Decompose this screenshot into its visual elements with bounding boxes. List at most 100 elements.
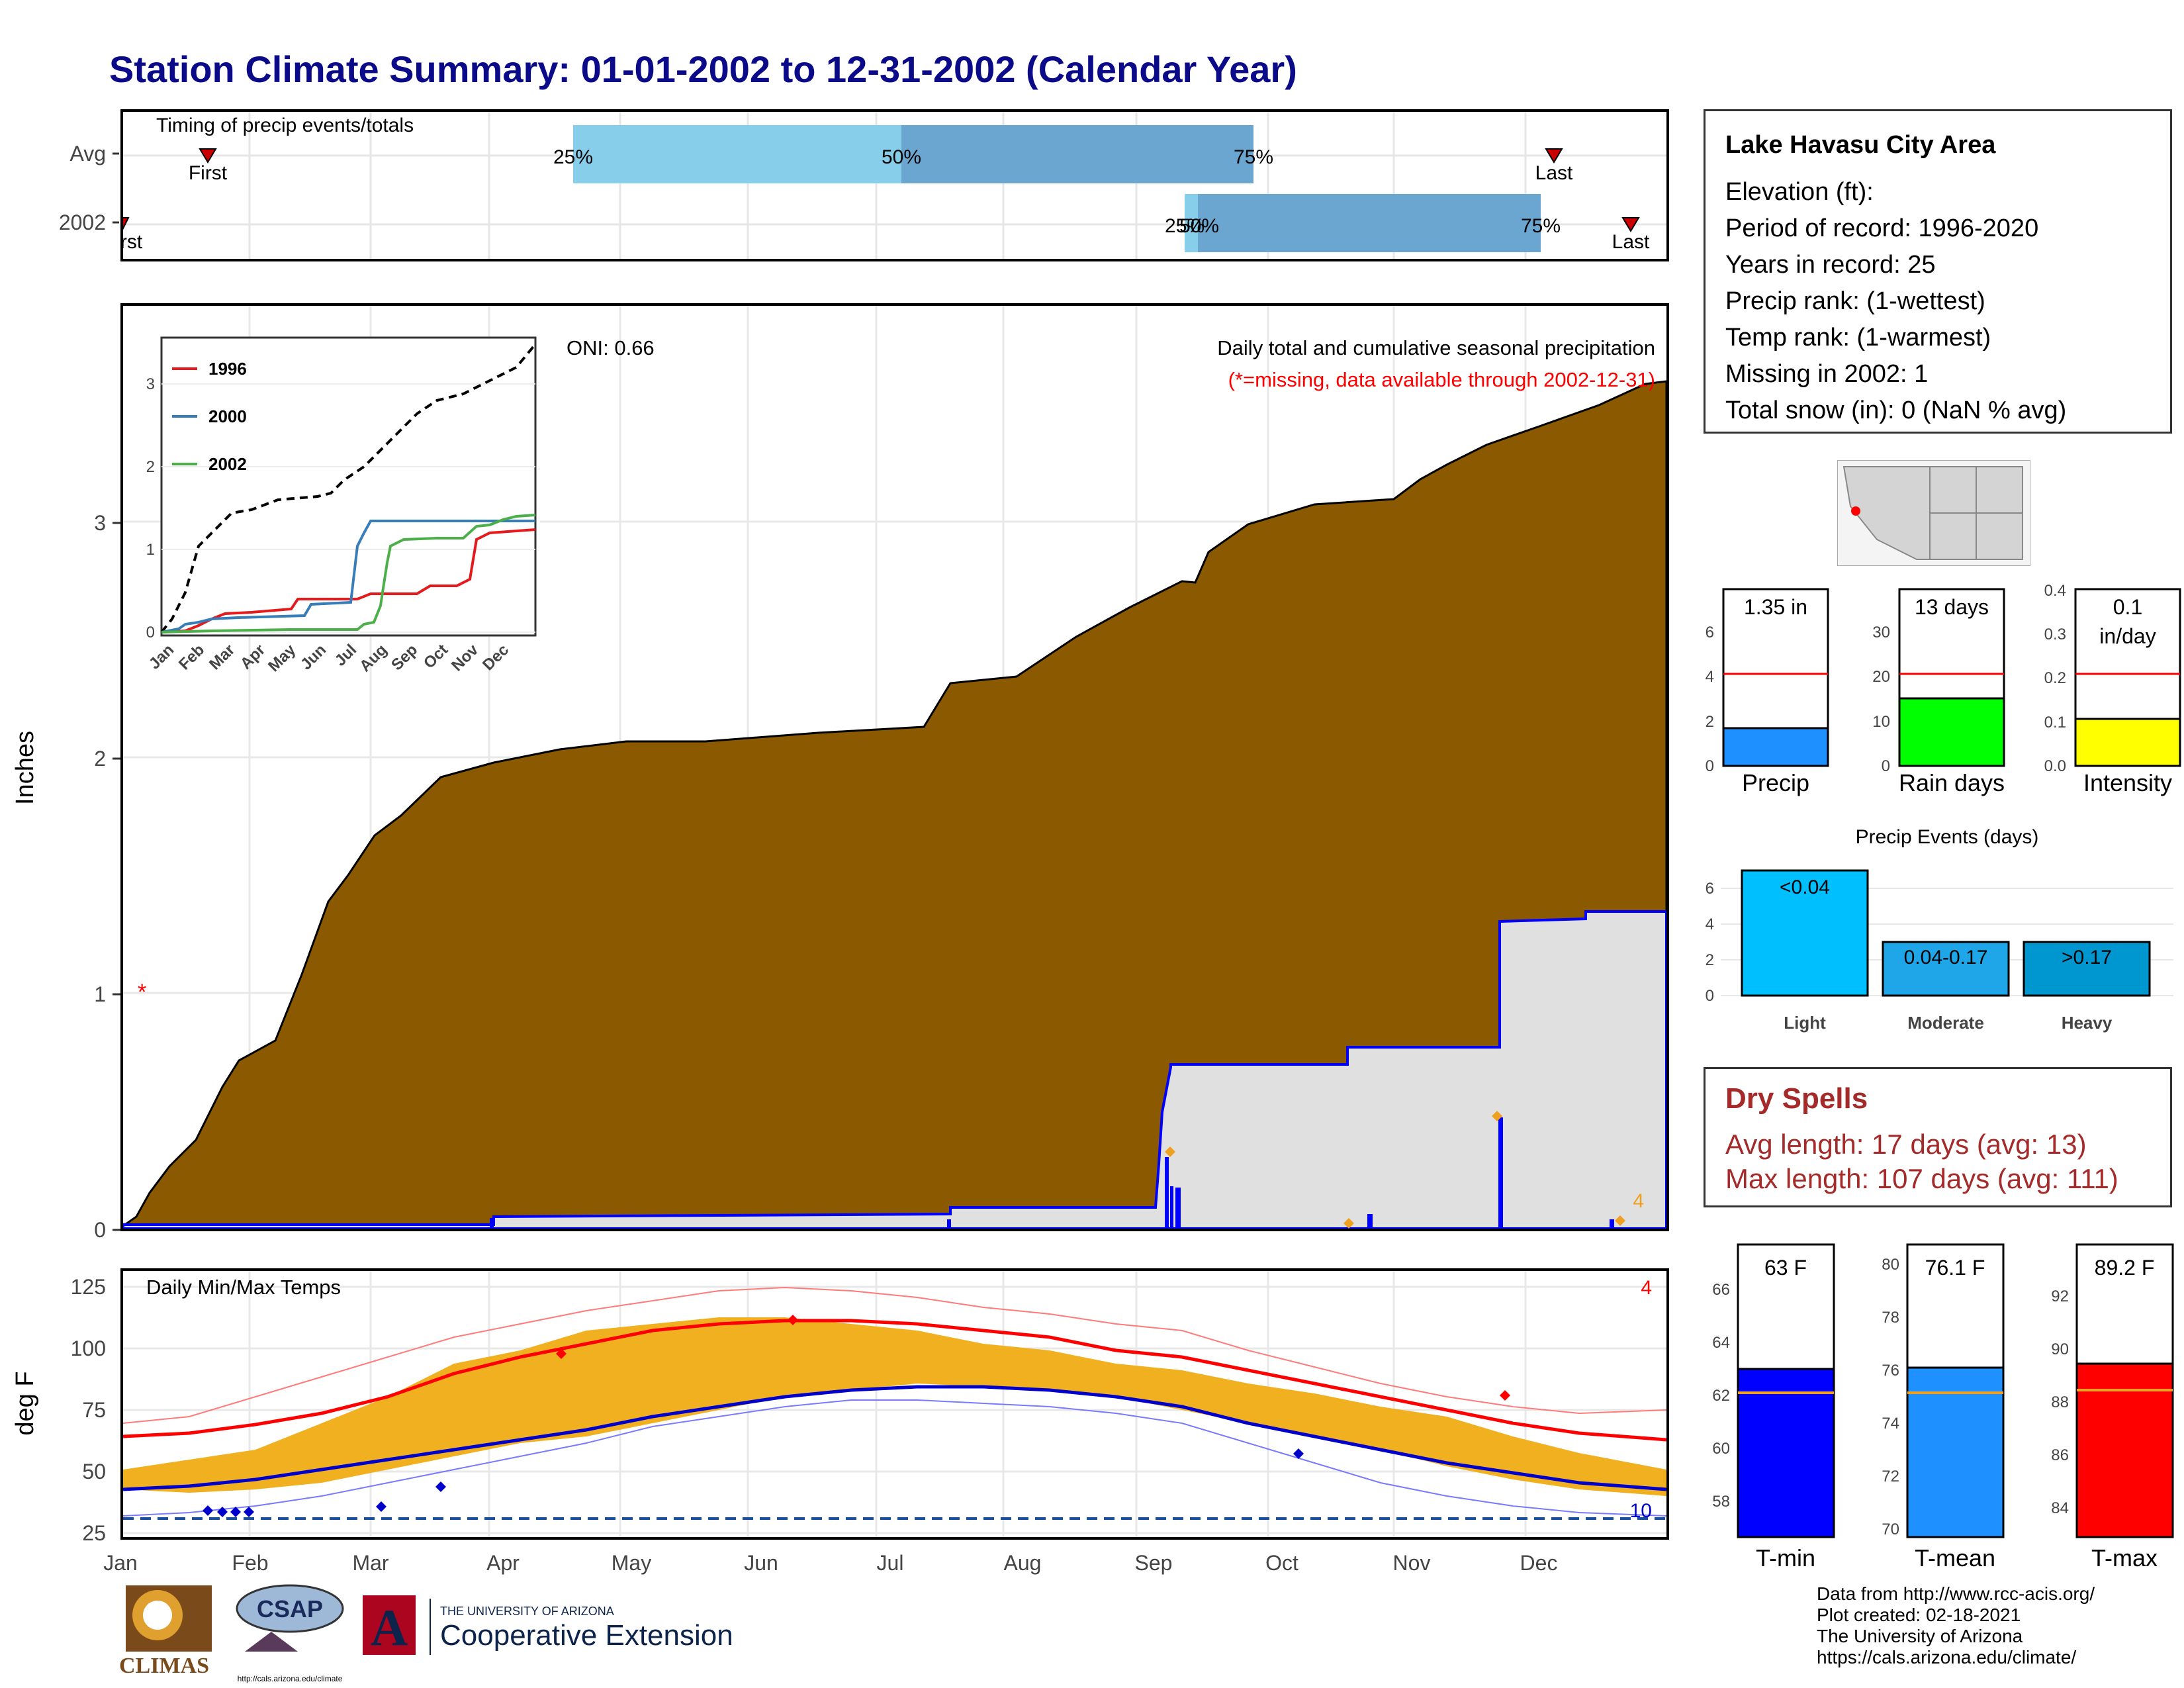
tmean-ytick: 74 xyxy=(1882,1415,1899,1432)
intensity-ytick: 0.4 xyxy=(2044,583,2066,600)
precip-bar xyxy=(1722,727,1829,767)
timing-row-2002: 2002 xyxy=(59,211,106,234)
tmin-value: 63 F xyxy=(1764,1256,1807,1280)
temp-ytick: 100 xyxy=(71,1336,106,1360)
inset-legend-2000: 2000 xyxy=(208,406,247,426)
month-tick: Jan xyxy=(103,1551,138,1575)
avg-max-line xyxy=(123,1319,1666,1442)
tmax-value: 89.2 F xyxy=(2095,1256,2155,1280)
station-location-marker xyxy=(1851,506,1860,516)
temp-summary-bars: 63 F T-min 58 60 62 64 66 76.1 F T-mean … xyxy=(1712,1243,2174,1571)
avg-first-marker xyxy=(199,148,217,164)
footer-credits: Data from http://www.rcc-acis.org/ Plot … xyxy=(1817,1583,2095,1668)
precip-ytick: 1 xyxy=(94,982,106,1006)
temp-axis: deg F 25 50 75 100 125 xyxy=(11,1275,106,1545)
month-tick: May xyxy=(612,1551,651,1575)
tmax-ytick: 88 xyxy=(2051,1393,2069,1411)
month-tick: Jul xyxy=(877,1551,904,1575)
precip-ytick: 2 xyxy=(94,747,106,771)
month-tick: Jun xyxy=(744,1551,778,1575)
climas-logo: CLIMAS xyxy=(119,1585,212,1678)
intensity-ytick: 0.2 xyxy=(2044,669,2066,687)
raindays-ytick: 20 xyxy=(1872,668,1890,686)
tmin-ytick: 64 xyxy=(1712,1334,1730,1352)
station-line: Precip rank: (1-wettest) xyxy=(1725,287,1985,315)
temp-ytick: 125 xyxy=(71,1275,106,1299)
events-ytick: 4 xyxy=(1706,915,1714,933)
tmean-label: T-mean xyxy=(1915,1544,1995,1571)
inset-xtick: Jan xyxy=(146,641,177,673)
timing-label: Timing of precip events/totals xyxy=(156,115,414,136)
intensity-ytick: 0.0 xyxy=(2044,757,2066,775)
events-title: Precip Events (days) xyxy=(1856,826,2039,848)
dry-spells-max: Max length: 107 days (avg: 111) xyxy=(1725,1163,2118,1194)
event-count: 4 xyxy=(1633,1190,1644,1212)
tmin-label: T-min xyxy=(1756,1544,1815,1571)
inset-series-2002 xyxy=(161,514,536,633)
timing-panel: Timing of precip events/totals First 25%… xyxy=(120,109,1669,261)
month-tick: Dec xyxy=(1520,1551,1558,1575)
station-line: Years in record: 25 xyxy=(1725,251,1936,279)
tmin-bar xyxy=(1737,1368,1835,1538)
precip-bar-label: Precip xyxy=(1742,769,1809,796)
dry-spells-title: Dry Spells xyxy=(1725,1082,1868,1115)
temp-panel-title: Daily Min/Max Temps xyxy=(146,1276,341,1299)
ua-big-text: Cooperative Extension xyxy=(440,1619,733,1652)
raindays-value: 13 days xyxy=(1915,595,1989,619)
raindays-ytick: 0 xyxy=(1882,757,1890,775)
temp-chart: Daily Min/Max Temps 4 10 xyxy=(123,1271,1666,1537)
temp-panel: Daily Min/Max Temps 4 10 xyxy=(120,1268,1669,1540)
y2002-quartile-25-50 xyxy=(1185,194,1198,252)
precip-ytick: 0 xyxy=(94,1218,106,1242)
inset-xtick: Sep xyxy=(388,641,421,674)
raindays-bar xyxy=(1898,697,2005,767)
y2002-first-marker xyxy=(123,217,130,230)
inset-ytick: 3 xyxy=(146,375,155,393)
tmax-ytick: 90 xyxy=(2051,1340,2069,1358)
station-info: Lake Havasu City Area Elevation (ft): Pe… xyxy=(1704,109,2172,434)
events-bar-moderate xyxy=(1882,941,2010,997)
events-inner-moderate: 0.04-0.17 xyxy=(1904,947,1988,968)
inset-series-2000 xyxy=(161,520,535,633)
month-tick: Feb xyxy=(232,1551,268,1575)
inset-xtick: May xyxy=(265,641,300,676)
intensity-ytick: 0.3 xyxy=(2044,626,2066,643)
inset-xtick: Feb xyxy=(175,641,208,673)
precip-axis: Inches 0 1 2 3 xyxy=(11,511,120,1242)
csap-logo: CSAP http://cals.arizona.edu/climate xyxy=(236,1584,344,1683)
climas-text: CLIMAS xyxy=(119,1654,209,1678)
tmax-ytick: 86 xyxy=(2051,1446,2069,1464)
tmax-bar xyxy=(2075,1362,2174,1538)
intensity-value: 0.1 xyxy=(2113,595,2142,619)
cumulative-average-area xyxy=(123,380,1666,1229)
avg-quartile-50-75 xyxy=(901,125,1253,183)
y2002-quartile-50-75 xyxy=(1198,194,1541,252)
precip-events-chart: Precip Events (days) <0.04 0.04-0.17 >0.… xyxy=(1706,826,2173,1033)
precip-ytick: 4 xyxy=(1706,668,1714,686)
dry-spells-avg: Avg length: 17 days (avg: 13) xyxy=(1725,1129,2087,1160)
month-axis: Jan Feb Mar Apr May Jun Jul Aug Sep Oct … xyxy=(103,1551,1558,1575)
temp-ylabel: deg F xyxy=(11,1371,39,1435)
ua-small-text: THE UNIVERSITY OF ARIZONA xyxy=(440,1605,614,1618)
inset-legend-2002: 2002 xyxy=(208,454,247,474)
tmean-ytick: 78 xyxy=(1882,1309,1899,1327)
tmax-label: T-max xyxy=(2091,1544,2158,1571)
page-title: Station Climate Summary: 01-01-2002 to 1… xyxy=(109,48,1297,90)
avg-p50-label: 50% xyxy=(882,146,921,168)
ua-logo: A THE UNIVERSITY OF ARIZONA Cooperative … xyxy=(363,1595,733,1656)
month-tick: Nov xyxy=(1393,1551,1431,1575)
inset-xtick: Nov xyxy=(448,641,482,675)
footer-logos: CLIMAS CSAP http://cals.arizona.edu/clim… xyxy=(119,1584,733,1683)
tmin-ytick: 62 xyxy=(1712,1387,1730,1405)
inset-xtick: Oct xyxy=(420,641,451,672)
intensity-bar-label: Intensity xyxy=(2083,769,2172,796)
csap-url: http://cals.arizona.edu/climate xyxy=(238,1674,343,1683)
inset-xtick: Mar xyxy=(206,641,238,673)
events-inner-heavy: >0.17 xyxy=(2062,947,2112,968)
precip-ytick: 2 xyxy=(1706,713,1714,731)
events-ytick: 6 xyxy=(1706,880,1714,898)
station-line: Total snow (in): 0 (NaN % avg) xyxy=(1725,397,2067,424)
events-xtick: Heavy xyxy=(2062,1013,2113,1033)
location-map xyxy=(1837,460,2030,566)
footer-line: Plot created: 02-18-2021 xyxy=(1817,1605,2021,1625)
